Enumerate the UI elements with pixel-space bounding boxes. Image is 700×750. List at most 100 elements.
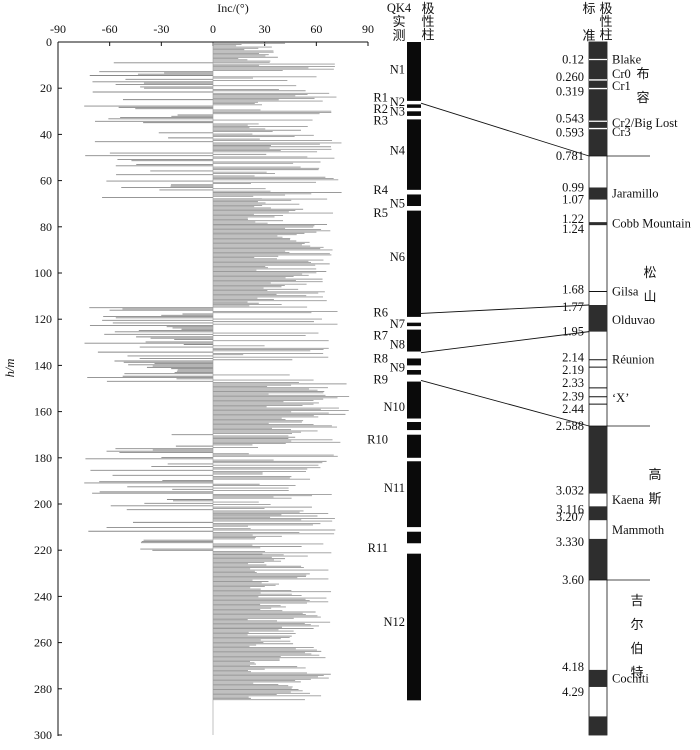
normal-polarity-interval (589, 187, 607, 200)
age-label: 2.588 (556, 419, 584, 433)
reversed-chron-label: R8 (373, 351, 388, 365)
event-label: Cochiti (612, 671, 649, 685)
standard-title-zhun: 准 (582, 29, 595, 44)
age-label: 2.19 (562, 363, 584, 377)
age-label: 3.330 (556, 535, 584, 549)
event-label: Kaena (612, 493, 644, 507)
event-label: Cobb Mountain (612, 217, 692, 231)
normal-chron-label: N3 (390, 104, 405, 118)
y-axis-label: h/m (3, 359, 17, 378)
chron-name-char: 容 (636, 90, 649, 106)
y-tick-label: 120 (34, 312, 52, 326)
inclination-title: Inc/(°) (217, 1, 248, 15)
y-tick-label: 260 (34, 636, 52, 650)
y-tick-label: 20 (40, 81, 52, 95)
normal-polarity-interval (589, 716, 607, 735)
x-tick-label: -30 (153, 22, 169, 36)
reversed-chron-label: R4 (373, 183, 388, 197)
y-tick-label: 220 (34, 543, 52, 557)
y-tick-label: 180 (34, 451, 52, 465)
age-label: 0.319 (556, 85, 584, 99)
chron-name-char: 山 (643, 290, 656, 305)
age-label: 0.543 (556, 111, 584, 125)
reversed-chron-label: R3 (373, 114, 388, 128)
chron-boundaries (589, 155, 650, 581)
age-label: 0.593 (556, 126, 584, 140)
x-tick-label: 30 (259, 22, 271, 36)
reversed-chron-label: R6 (373, 305, 388, 319)
age-label: 4.18 (562, 660, 584, 674)
reversed-polarity-band (406, 107, 422, 112)
inclination-bars (84, 41, 350, 701)
x-tick-label: -60 (102, 22, 118, 36)
age-label: 0.781 (556, 149, 584, 163)
standard-polarity-title-2: 性 (599, 15, 612, 30)
reversed-chron-label: R5 (373, 206, 388, 220)
event-label: Gilsa (612, 284, 639, 298)
event-label: Cr3 (612, 125, 631, 139)
age-label: 1.95 (562, 325, 584, 339)
reversed-chron-label: R10 (367, 432, 388, 446)
chron-name-char: 伯 (630, 642, 643, 657)
standard-polarity-title-3: 柱 (599, 28, 612, 43)
event-label: Cr1 (612, 79, 631, 93)
normal-chron-label: N1 (390, 63, 405, 77)
normal-chron-label: N8 (390, 338, 405, 352)
reversed-polarity-band (406, 418, 422, 422)
reversed-polarity-band (406, 527, 422, 532)
measured-polarity-column (406, 42, 422, 701)
chron-name-char: 松 (643, 266, 656, 281)
normal-polarity-interval (589, 506, 607, 521)
normal-polarity-interval (589, 42, 607, 156)
reversed-polarity-band (406, 100, 422, 105)
y-tick-label: 240 (34, 589, 52, 603)
measured-title-qk4: QK4 (387, 1, 412, 15)
reversed-polarity-band (406, 374, 422, 382)
normal-polarity-interval (589, 305, 607, 332)
reversed-polarity-band (406, 189, 422, 195)
x-tick-label: 60 (310, 22, 322, 36)
chron-name-char: 特 (630, 666, 643, 681)
reversed-polarity-band (406, 206, 422, 211)
age-label: 4.29 (562, 685, 584, 699)
reversed-polarity-band (406, 365, 422, 371)
measured-polarity-title-2: 性 (421, 15, 434, 30)
age-label: 3.60 (562, 573, 584, 587)
y-tick-label: 60 (40, 174, 52, 188)
age-label: 1.24 (562, 222, 585, 236)
age-label: 2.14 (562, 351, 585, 365)
normal-chron-label: N6 (390, 250, 405, 264)
reversed-chron-label: R7 (373, 328, 388, 342)
event-label: ‘X’ (612, 391, 629, 405)
age-label: 0.12 (562, 53, 584, 67)
reversed-polarity-band (406, 430, 422, 435)
y-tick-label: 80 (40, 220, 52, 234)
measured-polarity-title-1: 极 (421, 2, 434, 17)
chron-name-char: 吉 (630, 594, 643, 609)
reversed-polarity-band (406, 351, 422, 359)
reversed-chron-label: R11 (368, 541, 388, 555)
normal-chron-label: N10 (383, 400, 405, 414)
chron-name-char: 尔 (630, 618, 643, 633)
event-label: Mammoth (612, 523, 665, 537)
normal-polarity-interval (589, 669, 607, 687)
y-tick-label: 160 (34, 405, 52, 419)
reversed-polarity-band (406, 316, 422, 323)
standard-polarity-panel: 标 准 极 性 柱 0.120.2600.3190.5430.5930.7810… (556, 2, 692, 736)
event-label: Olduvao (612, 313, 655, 327)
normal-polarity-block (407, 42, 421, 701)
age-label: 3.032 (556, 484, 584, 498)
age-label: 0.99 (562, 180, 584, 194)
event-label: Cr2/Big Lost (612, 116, 678, 130)
measured-polarity-panel: QK4 实 测 极 性 柱 N1N2N3N4N5N6N7N8N9N10N11N1… (367, 1, 435, 701)
standard-polarity-column (588, 41, 608, 736)
normal-chron-label: N11 (384, 481, 405, 495)
age-label: 2.33 (562, 376, 584, 390)
depth-y-ticks: 0 20 40 60 80 100 120 140 160 180 200 220 240 260 280 3… (34, 35, 62, 742)
event-label: Cr0 (612, 67, 631, 81)
normal-chron-label: N2 (390, 95, 405, 109)
reversed-polarity-band (406, 326, 422, 330)
